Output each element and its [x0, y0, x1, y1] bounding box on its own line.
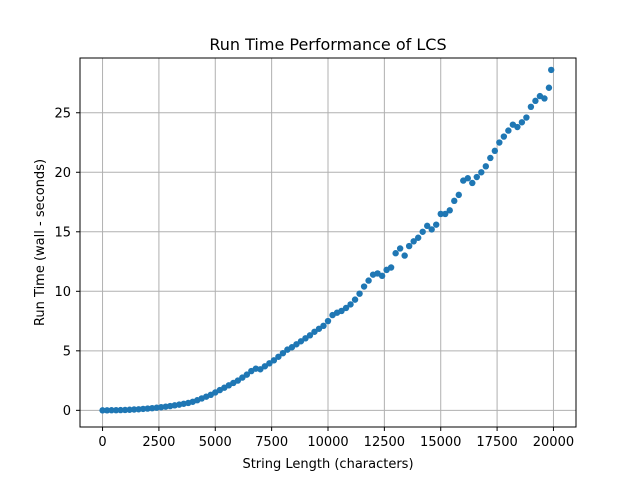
- data-point: [243, 371, 251, 378]
- data-point: [338, 307, 345, 315]
- data-point: [496, 139, 503, 146]
- data-point: [121, 406, 129, 414]
- data-point: [270, 357, 278, 364]
- x-axis-ticks: 0 2500 5000 7500 10000 12500 15000 17500 20000: [98, 427, 574, 450]
- data-point: [239, 374, 246, 381]
- data-point: [500, 133, 508, 140]
- data-point: [130, 406, 138, 413]
- data-point: [378, 272, 386, 280]
- x-tick-label: 20000: [533, 435, 574, 450]
- x-tick-label: 7500: [255, 435, 288, 450]
- x-tick-label: 5000: [199, 435, 232, 450]
- y-tick-label: 0: [63, 404, 71, 419]
- data-point: [261, 363, 269, 370]
- data-point: [455, 191, 462, 199]
- data-point: [311, 328, 318, 335]
- data-point: [437, 210, 444, 218]
- x-tick-label: 17500: [476, 435, 517, 450]
- data-point: [392, 250, 399, 257]
- data-point: [414, 234, 422, 241]
- data-point: [356, 290, 363, 297]
- data-point: [505, 127, 512, 134]
- y-axis-ticks: 0 5 10 15 20 25: [54, 106, 80, 419]
- data-point: [365, 277, 372, 284]
- data-point: [446, 207, 453, 214]
- x-tick-label: 10000: [307, 435, 348, 450]
- data-point: [428, 226, 435, 233]
- data-point: [117, 406, 124, 414]
- data-point: [442, 210, 449, 218]
- data-point: [108, 407, 115, 414]
- data-point: [405, 242, 413, 250]
- data-point: [387, 264, 395, 271]
- data-point: [315, 325, 323, 332]
- y-axis-label: Run Time (wall - seconds): [33, 159, 48, 326]
- data-point: [347, 301, 354, 308]
- data-point: [126, 406, 133, 413]
- data-point: [419, 228, 426, 235]
- data-point: [266, 360, 273, 367]
- data-point: [523, 114, 530, 121]
- data-point: [396, 245, 404, 252]
- x-tick-label: 2500: [142, 435, 175, 450]
- data-point: [451, 197, 458, 205]
- data-point: [482, 163, 490, 170]
- data-point: [351, 296, 359, 303]
- y-tick-label: 15: [54, 225, 71, 240]
- data-points: [99, 66, 555, 414]
- data-point: [491, 147, 499, 155]
- data-point: [302, 335, 309, 342]
- data-point: [293, 341, 300, 348]
- x-tick-label: 12500: [364, 435, 405, 450]
- data-point: [478, 169, 485, 176]
- data-point: [433, 221, 440, 228]
- data-point: [306, 332, 314, 339]
- x-tick-label: 15000: [420, 435, 461, 450]
- x-axis-label: String Length (characters): [242, 457, 413, 472]
- data-point: [234, 377, 242, 384]
- data-point: [548, 66, 555, 74]
- data-point: [279, 350, 287, 357]
- chart-title: Run Time Performance of LCS: [209, 35, 446, 54]
- data-point: [545, 84, 553, 91]
- data-point: [112, 407, 120, 414]
- data-point: [469, 179, 476, 187]
- data-point: [401, 252, 408, 259]
- y-tick-label: 10: [54, 285, 71, 300]
- data-point: [532, 97, 539, 105]
- data-point: [342, 304, 350, 312]
- data-point: [410, 238, 417, 245]
- data-point: [424, 222, 431, 230]
- x-tick-label: 0: [98, 435, 106, 450]
- data-point: [473, 173, 480, 181]
- data-point: [103, 407, 111, 414]
- data-point: [275, 353, 282, 360]
- data-point: [360, 283, 368, 290]
- data-point: [541, 95, 548, 102]
- data-point: [288, 344, 296, 351]
- data-point: [518, 119, 526, 126]
- data-point: [297, 338, 305, 345]
- data-point: [320, 322, 327, 330]
- data-point: [527, 103, 535, 111]
- data-point: [324, 317, 332, 325]
- data-point: [464, 175, 471, 182]
- y-tick-label: 25: [54, 106, 71, 121]
- y-tick-label: 20: [54, 166, 71, 181]
- y-tick-label: 5: [63, 344, 71, 359]
- data-point: [99, 407, 106, 414]
- data-point: [514, 123, 521, 131]
- data-point: [257, 366, 264, 373]
- data-point: [487, 154, 494, 162]
- grid-lines: [80, 58, 576, 427]
